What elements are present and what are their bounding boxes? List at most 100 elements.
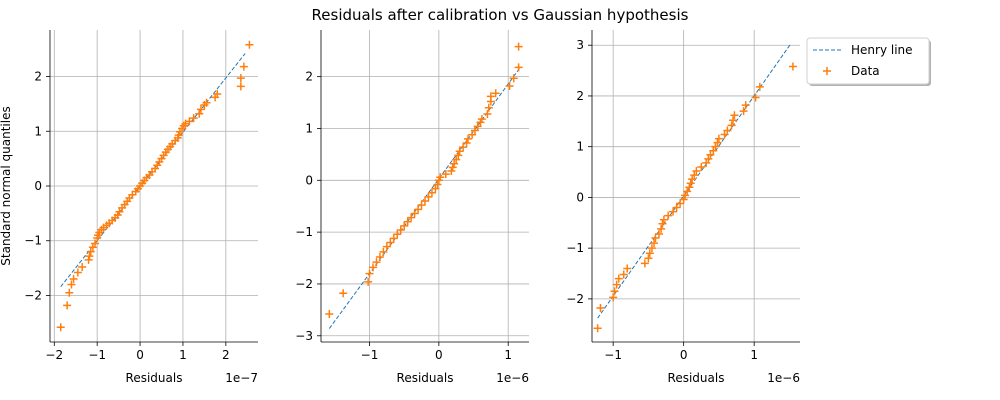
y-axis-label: Standard normal quantiles <box>0 106 13 265</box>
data-point <box>723 126 732 135</box>
y-tick-label: 1 <box>305 121 313 135</box>
x-tick-label: 1 <box>504 348 512 362</box>
x-tick-label: 0 <box>136 348 144 362</box>
x-tick-label: −1 <box>88 348 106 362</box>
data-point <box>454 151 463 160</box>
data-point <box>514 42 523 51</box>
x-tick-label: −1 <box>604 348 622 362</box>
data-point <box>400 221 409 230</box>
legend-label: Data <box>851 64 880 78</box>
data-point <box>427 188 436 197</box>
data-point <box>189 114 198 123</box>
data-point <box>407 213 416 222</box>
data-point <box>382 242 391 251</box>
data-point <box>369 263 377 272</box>
data-point <box>436 173 445 182</box>
data-point <box>375 253 384 262</box>
data-point <box>640 259 649 268</box>
data-point <box>339 289 348 298</box>
data-point <box>697 162 706 171</box>
data-point <box>239 62 248 71</box>
data-point <box>85 252 94 261</box>
data-point <box>468 130 477 139</box>
data-point <box>741 101 750 110</box>
legend-data-swatch <box>823 67 831 75</box>
data-point <box>788 62 797 71</box>
y-tick-label: 0 <box>34 179 42 193</box>
data-point <box>470 126 479 135</box>
data-point <box>84 255 93 264</box>
data-point <box>609 293 618 302</box>
legend: Henry line Data <box>806 37 931 86</box>
data-point <box>730 111 739 120</box>
data-point <box>685 183 694 192</box>
data-point <box>651 234 660 242</box>
data-point <box>593 324 602 333</box>
data-point <box>421 197 429 206</box>
data-point <box>683 187 692 196</box>
data-point <box>450 159 459 168</box>
data-point <box>704 154 713 163</box>
data-point <box>729 116 738 125</box>
y-tick-label: 3 <box>576 38 584 52</box>
x-tick-label: 1 <box>750 348 758 362</box>
data-point <box>386 238 395 247</box>
subplot-2: −1 0 1 −3 −2 −1 0 1 2 Residuals 1e−6 <box>295 30 529 385</box>
data-point <box>452 155 461 164</box>
data-point <box>650 239 659 248</box>
data-point <box>185 117 194 126</box>
y-tick-label: −3 <box>295 329 313 343</box>
data-point <box>483 109 492 118</box>
data-point <box>396 226 405 235</box>
data-point <box>706 150 715 159</box>
data-point <box>462 138 471 147</box>
x-tick-label: 0 <box>435 348 443 362</box>
data-point <box>372 258 381 267</box>
y-tick-label: −2 <box>24 288 42 302</box>
data-point <box>91 239 100 248</box>
data-point <box>676 199 685 208</box>
data-point <box>672 203 681 212</box>
x-tick-label: −1 <box>361 348 379 362</box>
data-point <box>669 207 678 216</box>
data-point <box>414 205 423 214</box>
x-tick-label: 2 <box>222 348 230 362</box>
y-tick-label: −1 <box>295 225 313 239</box>
x-tick-label: −2 <box>45 348 63 362</box>
data-point <box>681 191 690 200</box>
data-point <box>477 115 486 124</box>
data-point <box>484 103 493 112</box>
data-point <box>686 179 695 188</box>
data-point <box>679 195 688 204</box>
data-point <box>690 171 699 180</box>
x-tick-label: 1 <box>179 348 187 362</box>
legend-label: Henry line <box>851 43 913 57</box>
data-point <box>610 287 619 296</box>
y-tick-label: 0 <box>305 173 313 187</box>
data-point <box>196 105 205 114</box>
data-point <box>505 81 514 90</box>
data-point <box>751 93 760 102</box>
subplot-1: −2 −1 0 1 2 −2 −1 0 1 2 Residuals Standard normal q… <box>0 30 258 385</box>
data-point <box>755 82 764 91</box>
y-tick-label: −1 <box>566 241 584 255</box>
data-point <box>709 146 718 155</box>
data-point <box>509 74 518 83</box>
data-point <box>393 230 402 239</box>
data-point <box>202 98 211 107</box>
data-point <box>67 280 76 289</box>
data-point <box>623 264 632 273</box>
x-axis-label: Residuals <box>126 371 183 385</box>
data-point <box>325 310 334 319</box>
data-point <box>664 211 673 220</box>
data-point <box>692 167 701 176</box>
henry-line <box>597 43 792 319</box>
data-point <box>364 277 373 286</box>
data-point <box>596 304 605 313</box>
data-point <box>73 268 82 277</box>
data-point <box>63 301 72 310</box>
data-point <box>431 184 440 193</box>
data-point <box>647 244 656 253</box>
data-point <box>727 121 736 130</box>
